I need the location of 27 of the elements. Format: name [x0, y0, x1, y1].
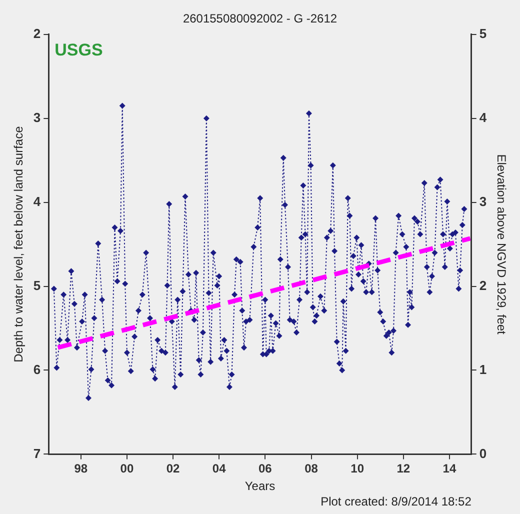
annotation: USGS: [54, 40, 103, 60]
x-tick-label: 14: [442, 462, 456, 476]
y2-tick-label: 4: [479, 110, 488, 125]
y-axis-title: Depth to water level, feet below land surface: [12, 126, 26, 362]
y-tick-label: 4: [33, 194, 42, 209]
y-tick-label: 3: [33, 110, 41, 125]
x-tick-label: 04: [212, 462, 226, 476]
x-tick-label: 98: [74, 462, 88, 476]
x-tick-label: 02: [166, 462, 180, 476]
x-tick-label: 12: [396, 462, 410, 476]
x-tick-label: 10: [350, 462, 364, 476]
y2-axis-title: Elevation above NGVD 1929, feet: [494, 154, 508, 336]
x-tick-label: 00: [120, 462, 134, 476]
y2-tick-label: 2: [479, 278, 487, 293]
x-tick-label: 08: [304, 462, 318, 476]
y-tick-label: 2: [33, 26, 41, 41]
text: Plot created: 8/9/2014 18:52: [320, 494, 472, 508]
y2-tick-label: 3: [479, 194, 487, 209]
x-axis-title: Years: [244, 479, 276, 494]
chart-title: 260155080092002 - G -2612: [182, 12, 338, 26]
y2-tick-label: 1: [479, 362, 487, 377]
x-tick-label: 06: [258, 462, 272, 476]
y-tick-label: 5: [33, 278, 41, 293]
y-tick-label: 7: [33, 446, 41, 461]
y2-tick-label: 5: [479, 26, 487, 41]
y2-tick-label: 0: [479, 446, 487, 461]
y-tick-label: 6: [33, 362, 41, 377]
